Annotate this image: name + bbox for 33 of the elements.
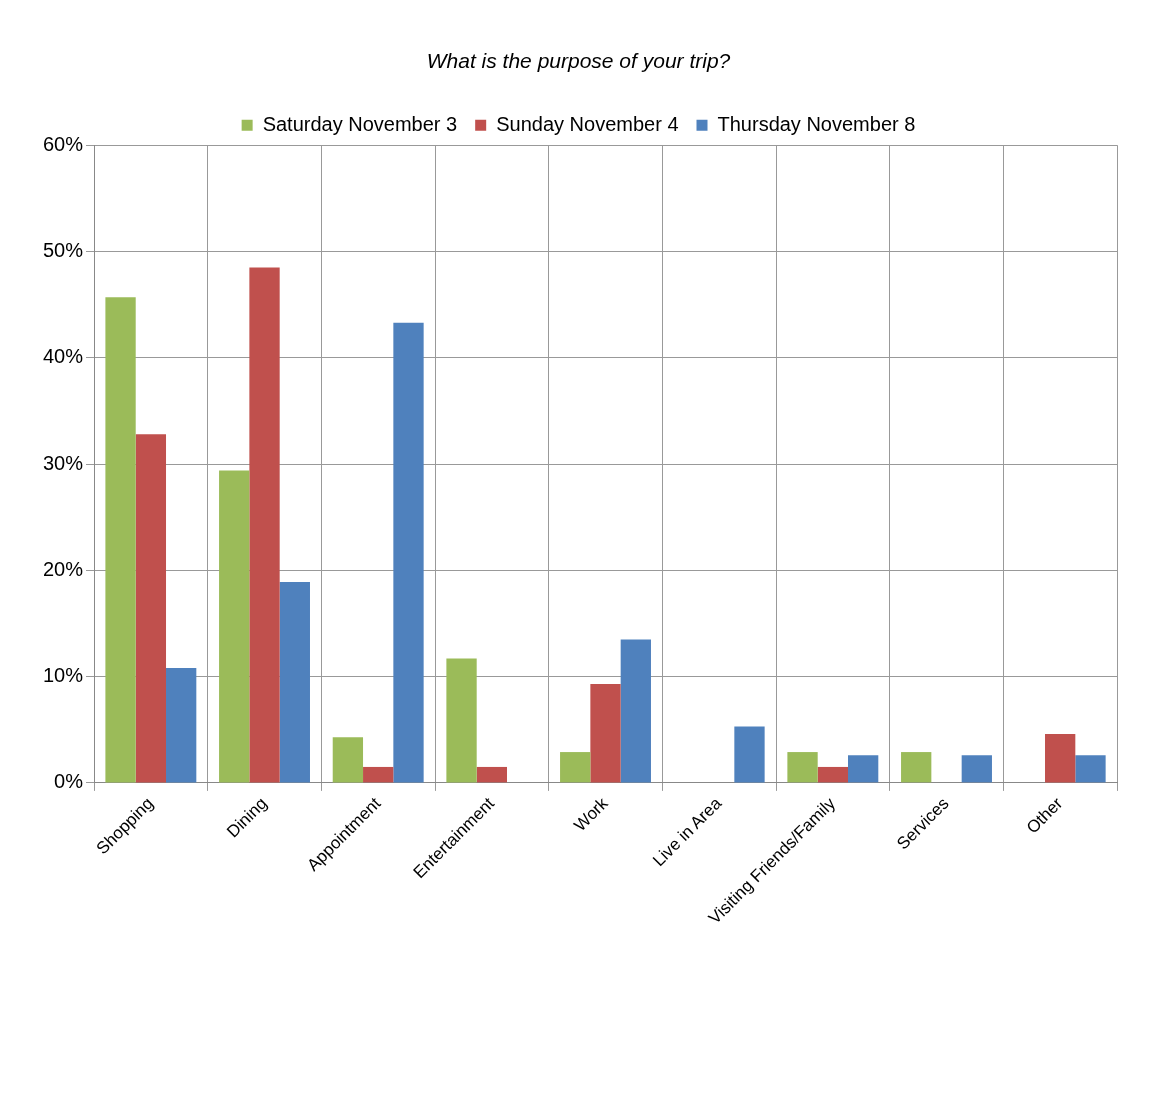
bar (848, 755, 879, 783)
bar (332, 737, 364, 783)
bar (590, 684, 621, 783)
bar (249, 267, 280, 783)
bar (560, 752, 591, 783)
bar (279, 582, 310, 783)
bar (787, 752, 818, 783)
bar (476, 766, 508, 783)
y-tick-label: 40% (43, 345, 84, 368)
bar (817, 766, 848, 783)
legend-label: Thursday November 8 (717, 112, 916, 135)
chart-title: What is the purpose of your trip? (426, 49, 731, 73)
bar (105, 297, 136, 783)
y-tick-label: 20% (43, 557, 84, 580)
legend-label: Saturday November 3 (262, 112, 458, 135)
y-tick-label: 30% (43, 451, 84, 474)
bar (446, 658, 477, 783)
legend-label: Sunday November 4 (496, 112, 679, 135)
bar (1045, 734, 1076, 783)
bar (219, 470, 250, 783)
y-tick-label: 10% (43, 664, 84, 687)
bar (901, 752, 932, 783)
bar (734, 726, 765, 783)
bar (620, 639, 651, 783)
bar (135, 434, 167, 783)
bar (1075, 755, 1106, 783)
y-tick-label: 60% (43, 132, 84, 155)
bar (166, 668, 197, 783)
bar (363, 766, 394, 783)
bar (961, 755, 992, 783)
bar (393, 322, 424, 783)
y-tick-label: 50% (43, 239, 84, 261)
y-tick-label: 0% (54, 770, 84, 793)
